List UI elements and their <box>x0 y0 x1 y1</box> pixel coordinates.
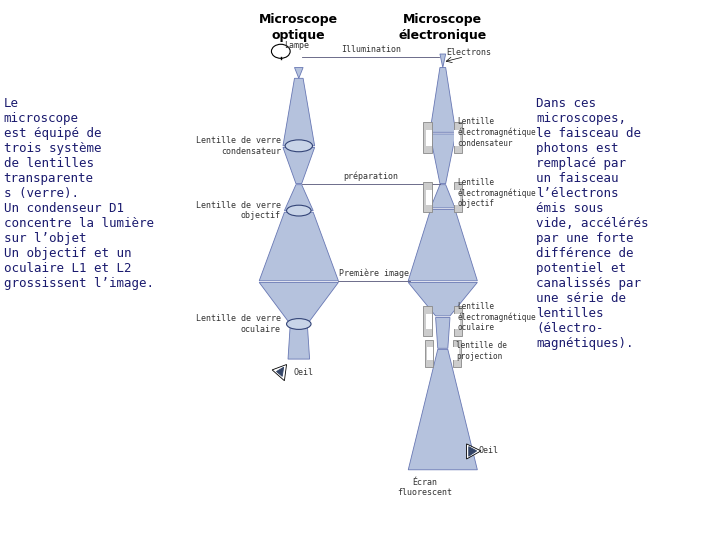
Text: Microscope
électronique: Microscope électronique <box>399 14 487 42</box>
Bar <box>426 130 432 145</box>
Bar <box>454 130 459 145</box>
Polygon shape <box>294 68 303 78</box>
Bar <box>454 190 459 205</box>
Polygon shape <box>436 318 450 348</box>
Text: Illumination: Illumination <box>341 45 401 54</box>
Ellipse shape <box>287 319 311 329</box>
Text: Microscope
optique: Microscope optique <box>259 14 338 42</box>
Polygon shape <box>283 78 315 146</box>
Polygon shape <box>408 282 477 316</box>
Text: Lentille
électromagnétique
condensateur: Lentille électromagnétique condensateur <box>457 117 536 147</box>
Text: Dans ces
microscopes,
le faisceau de
photons est
remplacé par
un faisceau
l’élec: Dans ces microscopes, le faisceau de pho… <box>536 97 649 350</box>
Text: Le
microscope
est équipé de
trois système
de lentilles
transparente
s (verre).
U: Le microscope est équipé de trois systèm… <box>4 97 153 290</box>
Polygon shape <box>408 210 477 281</box>
Polygon shape <box>276 367 284 376</box>
Polygon shape <box>430 68 456 132</box>
Text: Lampe: Lampe <box>284 42 310 50</box>
Polygon shape <box>272 364 287 381</box>
Polygon shape <box>284 185 313 211</box>
Bar <box>423 307 432 336</box>
Text: Lentille de verre
oculaire: Lentille de verre oculaire <box>196 314 281 334</box>
Bar <box>423 182 432 212</box>
Text: Lentille de verre
objectif: Lentille de verre objectif <box>196 201 281 220</box>
Bar <box>453 340 461 367</box>
Text: Electrons: Electrons <box>446 48 491 57</box>
Bar <box>454 307 462 336</box>
Text: Oeil: Oeil <box>294 368 314 377</box>
Text: Lentille de verre
condensateur: Lentille de verre condensateur <box>196 136 281 156</box>
Polygon shape <box>469 447 477 456</box>
Text: Première image: Première image <box>339 268 410 278</box>
Circle shape <box>271 44 290 58</box>
Bar <box>453 347 459 361</box>
Bar <box>423 122 432 153</box>
Text: Lentille
électromagnétique
objectif: Lentille électromagnétique objectif <box>457 178 536 208</box>
Polygon shape <box>408 349 477 470</box>
Polygon shape <box>440 54 446 68</box>
Bar <box>454 182 462 212</box>
Ellipse shape <box>285 140 312 152</box>
Text: lentille de
projection: lentille de projection <box>456 341 507 361</box>
Text: Écran
fluorescent: Écran fluorescent <box>397 478 452 497</box>
Polygon shape <box>259 282 338 324</box>
Polygon shape <box>259 212 338 281</box>
Polygon shape <box>431 185 455 208</box>
Bar <box>425 340 433 367</box>
Text: Oeil: Oeil <box>479 447 499 455</box>
Polygon shape <box>430 134 456 184</box>
Bar <box>427 347 433 361</box>
Text: Lentille
électromagnétique
oculaire: Lentille électromagnétique oculaire <box>457 302 536 332</box>
Ellipse shape <box>287 205 311 216</box>
Bar <box>454 314 459 329</box>
Polygon shape <box>467 444 481 459</box>
Bar <box>426 190 432 205</box>
Bar <box>454 122 462 153</box>
Text: préparation: préparation <box>343 171 398 181</box>
Polygon shape <box>288 326 310 359</box>
Bar <box>426 314 432 329</box>
Polygon shape <box>283 147 315 184</box>
